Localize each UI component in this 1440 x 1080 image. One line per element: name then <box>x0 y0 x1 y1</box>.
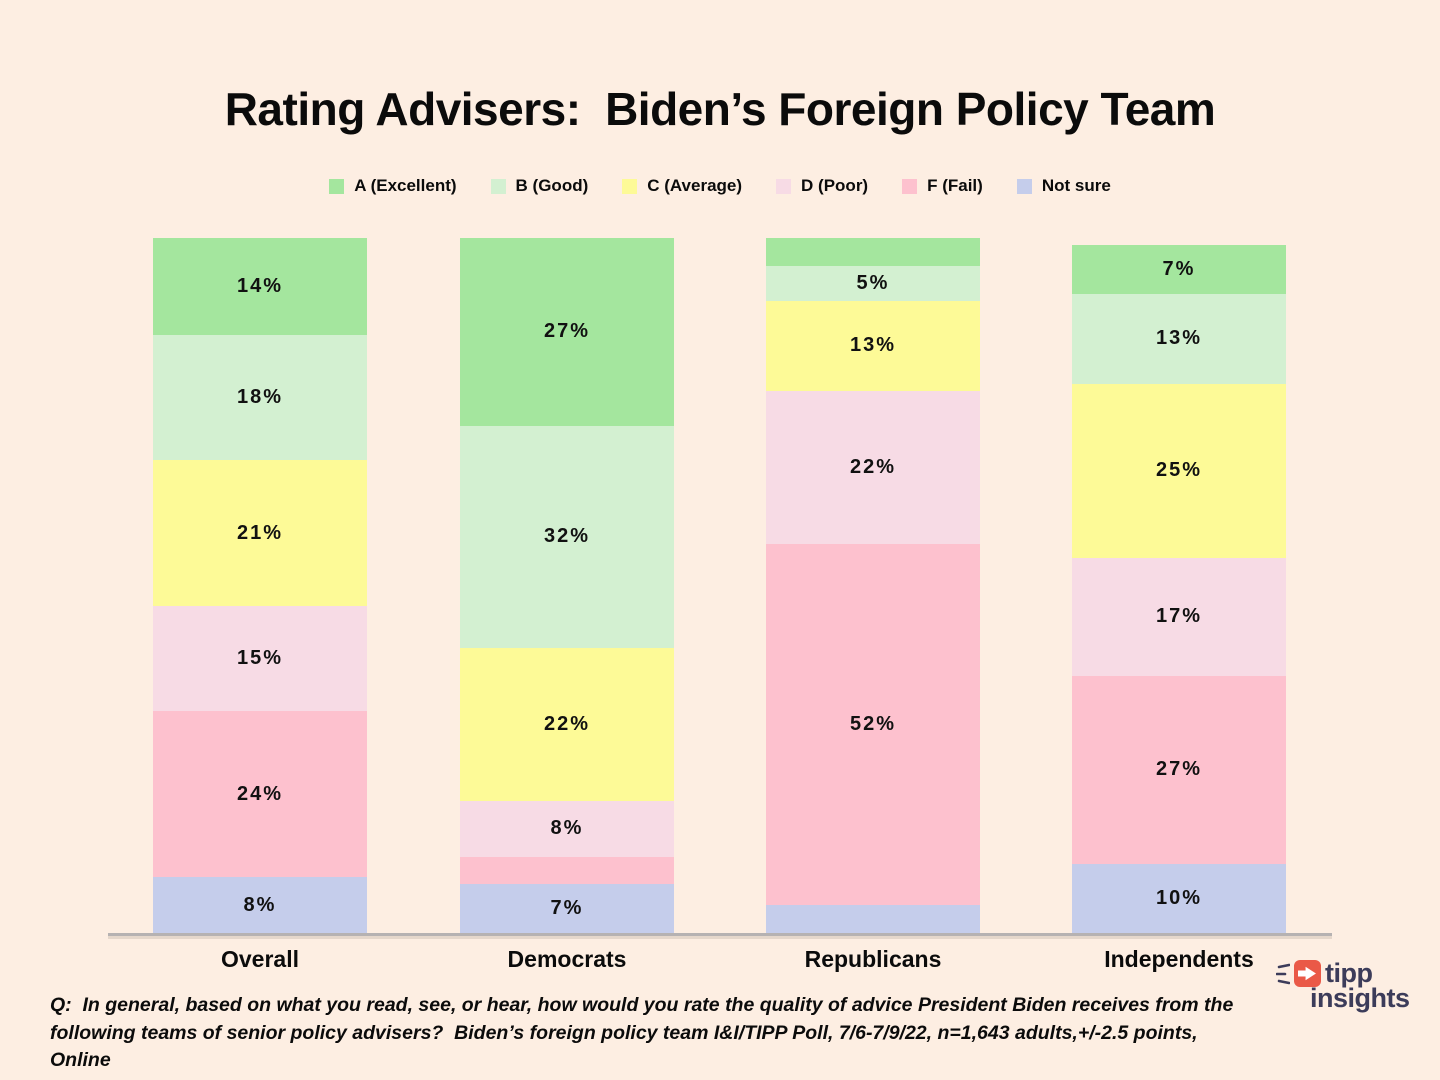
bar-segment: 14% <box>153 238 367 336</box>
legend-swatch <box>329 178 345 194</box>
segment-value-label: 5% <box>856 271 890 294</box>
legend-item: Not sure <box>1016 176 1111 196</box>
legend-label: C (Average) <box>647 176 743 195</box>
logo-arrow-badge-icon <box>1294 960 1321 987</box>
legend-swatch <box>1016 178 1032 194</box>
bar-segment: 13% <box>1072 293 1286 384</box>
category-label-overall: Overall <box>221 946 299 972</box>
poll-question-line1: Q: In general, based on what you read, s… <box>50 994 1234 1016</box>
bar-segment: 52% <box>766 543 980 906</box>
bar-segment: 5% <box>766 265 980 301</box>
bar-segment: 22% <box>766 390 980 544</box>
segment-value-label: 22% <box>543 713 591 736</box>
segment-value-label: 7% <box>1162 257 1196 280</box>
bar-segment: 25% <box>1072 383 1286 558</box>
stacked-bar-overall: 14% 18% 21% 15% 24% 8% <box>153 238 367 933</box>
logo-text-bottom: insights <box>1310 983 1410 1013</box>
legend-swatch <box>490 178 506 194</box>
segment-value-label: 27% <box>1155 758 1203 781</box>
legend-item: D (Poor) <box>776 176 868 196</box>
segment-value-label: 13% <box>1155 327 1203 350</box>
legend-label: A (Excellent) <box>354 176 457 195</box>
stacked-bar-democrats: 27% 32% 22% 8% 7% <box>460 238 674 933</box>
segment-value-label: 14% <box>236 275 284 298</box>
segment-value-label: 10% <box>1155 886 1203 909</box>
legend-label: Not sure <box>1041 176 1111 195</box>
bar-segment: 27% <box>460 238 674 426</box>
segment-value-label: 8% <box>550 817 584 840</box>
segment-value-label: 25% <box>1155 459 1203 482</box>
stacked-bar-republicans: 5% 13% 22% 52% <box>766 238 980 933</box>
legend-swatch <box>622 178 638 194</box>
bar-segment: 7% <box>1072 244 1286 294</box>
segment-value-label: 52% <box>849 713 897 735</box>
bar-segment: 8% <box>460 800 674 857</box>
segment-value-label: 17% <box>1155 605 1203 628</box>
bar-segment: 13% <box>766 300 980 391</box>
legend-label: D (Poor) <box>801 176 869 195</box>
bar-segment: 18% <box>153 335 367 461</box>
segment-value-label: 22% <box>849 455 897 478</box>
x-axis-line <box>108 933 1332 936</box>
bar-segment: 15% <box>153 606 367 711</box>
bar-segment: 32% <box>460 425 674 649</box>
legend-label: F (Fail) <box>927 176 983 195</box>
bar-segment <box>766 905 980 933</box>
legend-swatch <box>902 178 918 194</box>
segment-value-label: 8% <box>243 893 277 916</box>
bar-segment: 7% <box>460 884 674 933</box>
bar-segment: 24% <box>153 710 367 878</box>
bar-segment: 8% <box>153 877 367 933</box>
tipp-insights-logo: tipp insights <box>1276 960 1410 1012</box>
legend-label: B (Good) <box>515 176 589 195</box>
segment-value-label: 24% <box>236 782 284 805</box>
segment-value-label: 21% <box>236 521 284 544</box>
chart-legend: A (Excellent) B (Good) C (Average) D (Poor)… <box>0 176 1440 196</box>
stacked-bar-independents: 7% 13% 25% 17% 27% 10% <box>1072 244 1286 933</box>
bar-segment <box>766 238 980 266</box>
motion-lines-icon <box>1276 963 1290 984</box>
segment-value-label: 15% <box>236 646 284 669</box>
bar-segment: 22% <box>460 648 674 801</box>
segment-value-label: 27% <box>543 320 591 343</box>
legend-item: A (Excellent) <box>329 176 457 196</box>
legend-item: B (Good) <box>490 176 589 196</box>
legend-item: C (Average) <box>622 176 742 196</box>
legend-item: F (Fail) <box>902 176 983 196</box>
bar-segment: 17% <box>1072 557 1286 676</box>
bar-segment <box>460 856 674 885</box>
segment-value-label: 7% <box>550 897 584 920</box>
segment-value-label: 32% <box>543 525 591 548</box>
segment-value-label: 18% <box>236 386 284 409</box>
segment-value-label: 13% <box>849 334 897 357</box>
category-label-republicans: Republicans <box>804 946 942 972</box>
poll-question-line2: following teams of senior policy adviser… <box>50 1021 1203 1072</box>
poll-question-text: Q: In general, based on what you read, s… <box>50 992 1240 1075</box>
bar-segment: 27% <box>1072 675 1286 864</box>
category-label-independents: Independents <box>1104 946 1254 972</box>
chart-title: Rating Advisers: Biden’s Foreign Policy … <box>224 83 1216 135</box>
category-label-democrats: Democrats <box>507 946 627 972</box>
bar-segment: 10% <box>1072 863 1286 933</box>
logo-text-top: tipp <box>1325 958 1373 988</box>
bar-segment: 21% <box>153 460 367 607</box>
legend-swatch <box>776 178 792 194</box>
